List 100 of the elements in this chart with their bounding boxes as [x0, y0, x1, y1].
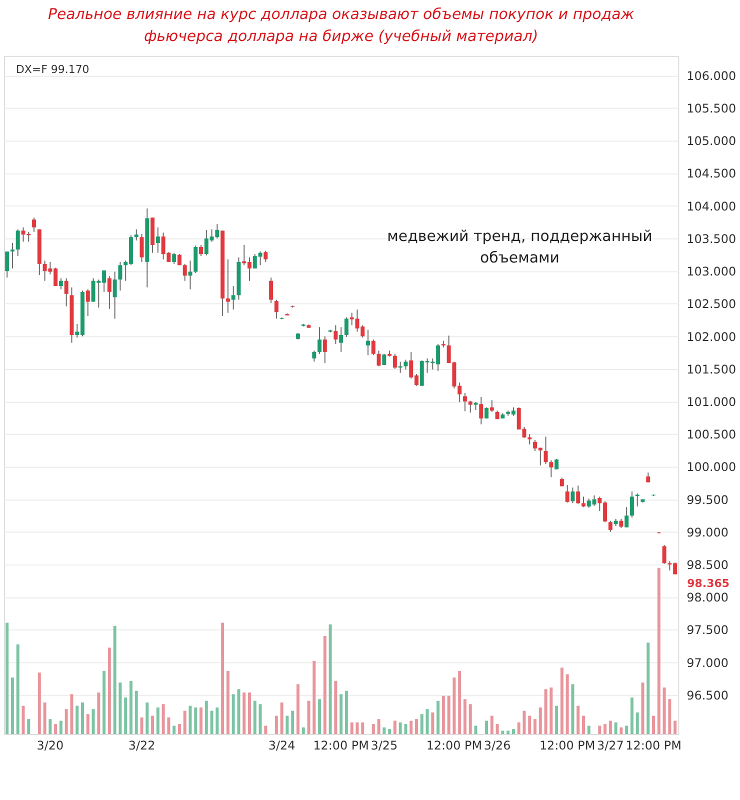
candlestick — [312, 350, 316, 362]
bar — [620, 727, 623, 734]
y-tick-label: 98.500 — [686, 558, 728, 572]
x-tick-label: 3/24 — [268, 738, 296, 752]
candlestick — [140, 233, 144, 262]
candlestick — [134, 228, 138, 241]
bar — [43, 702, 46, 734]
candlestick — [570, 487, 575, 504]
bar — [334, 680, 338, 734]
bar — [350, 722, 354, 734]
candlestick — [635, 492, 640, 507]
candlestick — [64, 278, 68, 307]
bar — [608, 720, 612, 734]
candlestick — [10, 242, 14, 269]
bar — [512, 729, 515, 734]
bar — [555, 706, 558, 734]
bar — [178, 724, 181, 734]
candlestick — [156, 226, 160, 254]
candlestick — [264, 250, 268, 262]
candlestick — [339, 326, 344, 352]
bar — [604, 724, 607, 734]
bar — [388, 729, 392, 734]
bar — [76, 706, 79, 734]
x-tick-label: 3/20 — [36, 738, 64, 752]
bar — [668, 699, 672, 734]
bar — [426, 709, 429, 734]
bar — [501, 730, 504, 734]
y-tick-label: 103.000 — [686, 264, 736, 279]
bar — [582, 716, 585, 734]
y-tick-label: 97.500 — [686, 623, 728, 638]
y-tick-label: 103.500 — [686, 232, 736, 246]
bar — [258, 704, 262, 734]
bar — [447, 696, 450, 734]
bar — [27, 719, 30, 734]
bar — [485, 720, 488, 734]
bar — [296, 684, 300, 734]
bar — [286, 716, 289, 734]
bar — [264, 726, 268, 734]
candlestick — [274, 299, 278, 320]
candlestick — [490, 400, 494, 412]
bar — [340, 694, 343, 734]
bar — [6, 622, 9, 734]
bar — [274, 716, 278, 734]
y-tick-label: 98.000 — [686, 590, 728, 605]
y-tick-label: 96.500 — [686, 688, 728, 702]
bar — [59, 720, 62, 734]
bar — [674, 720, 677, 734]
bar — [614, 722, 618, 734]
bar — [54, 724, 58, 734]
y-tick-label: 101.000 — [686, 394, 736, 409]
bar — [452, 678, 456, 734]
bar — [382, 727, 386, 734]
bar — [323, 636, 326, 734]
candlestick — [16, 228, 20, 257]
y-tick-label: 102.500 — [686, 297, 736, 312]
bar — [431, 712, 434, 734]
bar — [490, 716, 494, 734]
bar — [291, 710, 294, 734]
candlestick — [392, 353, 397, 370]
bar — [48, 719, 52, 734]
candlestick — [479, 396, 484, 425]
bar — [162, 704, 165, 734]
candlestick — [5, 250, 10, 278]
candlestick — [484, 406, 489, 419]
y-tick-label: 102.000 — [686, 330, 736, 344]
bar — [571, 684, 574, 734]
candlestick — [382, 353, 386, 366]
candlestick — [576, 485, 580, 504]
bar — [113, 626, 116, 734]
bar — [172, 726, 176, 734]
candlestick — [662, 544, 666, 564]
bar — [576, 706, 580, 734]
candlestick — [318, 326, 322, 354]
bar — [253, 700, 256, 734]
bar — [560, 668, 564, 734]
bar — [188, 706, 192, 734]
bar — [404, 724, 408, 734]
bar — [662, 688, 666, 734]
bar — [232, 694, 235, 734]
candlestick — [630, 490, 634, 518]
bar — [210, 710, 214, 734]
candlestick — [172, 252, 176, 264]
bar — [377, 719, 380, 734]
bar — [420, 714, 424, 734]
bar — [38, 672, 41, 734]
bar — [280, 702, 284, 734]
bar — [200, 707, 203, 734]
annotation: медвежий тренд, поддержанный объемами — [387, 226, 652, 267]
bar — [167, 717, 170, 734]
candlestick — [112, 271, 117, 320]
bar — [544, 689, 548, 734]
bar — [118, 682, 122, 734]
bar — [630, 697, 634, 734]
candlestick — [231, 286, 236, 310]
bar — [361, 722, 364, 734]
bar — [398, 722, 402, 734]
bar — [517, 722, 520, 734]
candlestick — [199, 244, 204, 257]
candlestick — [371, 339, 376, 356]
candlestick — [86, 288, 90, 317]
